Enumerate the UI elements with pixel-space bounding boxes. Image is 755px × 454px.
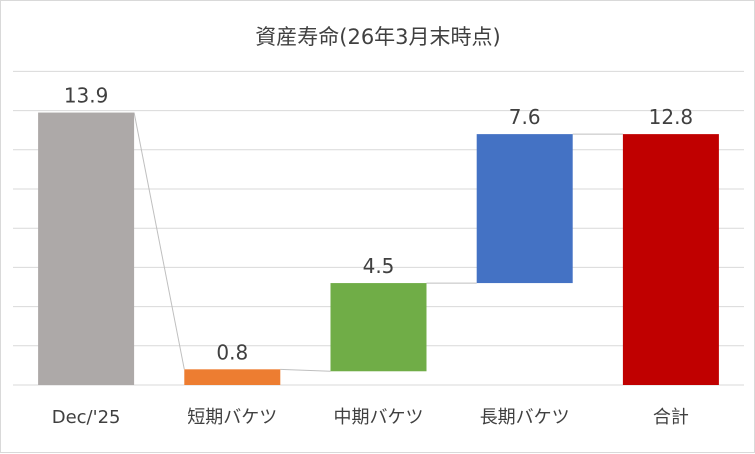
data-label-4: 7.6 [509, 105, 541, 129]
category-label-2: 短期バケツ [187, 407, 277, 428]
bar-4 [476, 134, 573, 284]
bar-5 [622, 134, 719, 385]
category-labels: Dec/'25 短期バケツ 中期バケツ 長期バケツ 合計 [52, 407, 689, 428]
gridlines [13, 70, 744, 386]
category-label-3: 中期バケツ [334, 407, 424, 428]
data-label-1: 13.9 [64, 84, 109, 108]
data-labels: 13.9 0.8 4.5 7.6 12.8 [64, 84, 693, 365]
bars [38, 112, 719, 385]
connector-line-1 [133, 112, 185, 370]
data-label-3: 4.5 [363, 254, 395, 278]
data-label-5: 12.8 [649, 105, 694, 129]
connector-line-2 [280, 368, 331, 372]
category-label-1: Dec/'25 [52, 407, 121, 428]
connector-lines [133, 112, 623, 372]
category-label-5: 合計 [653, 407, 689, 428]
data-label-2: 0.8 [216, 340, 248, 364]
bar-2 [184, 369, 281, 385]
chart-title: 資産寿命(26年3月末時点) [255, 25, 500, 49]
bar-3 [330, 283, 427, 372]
bar-1 [38, 112, 135, 385]
category-label-4: 長期バケツ [480, 407, 570, 428]
